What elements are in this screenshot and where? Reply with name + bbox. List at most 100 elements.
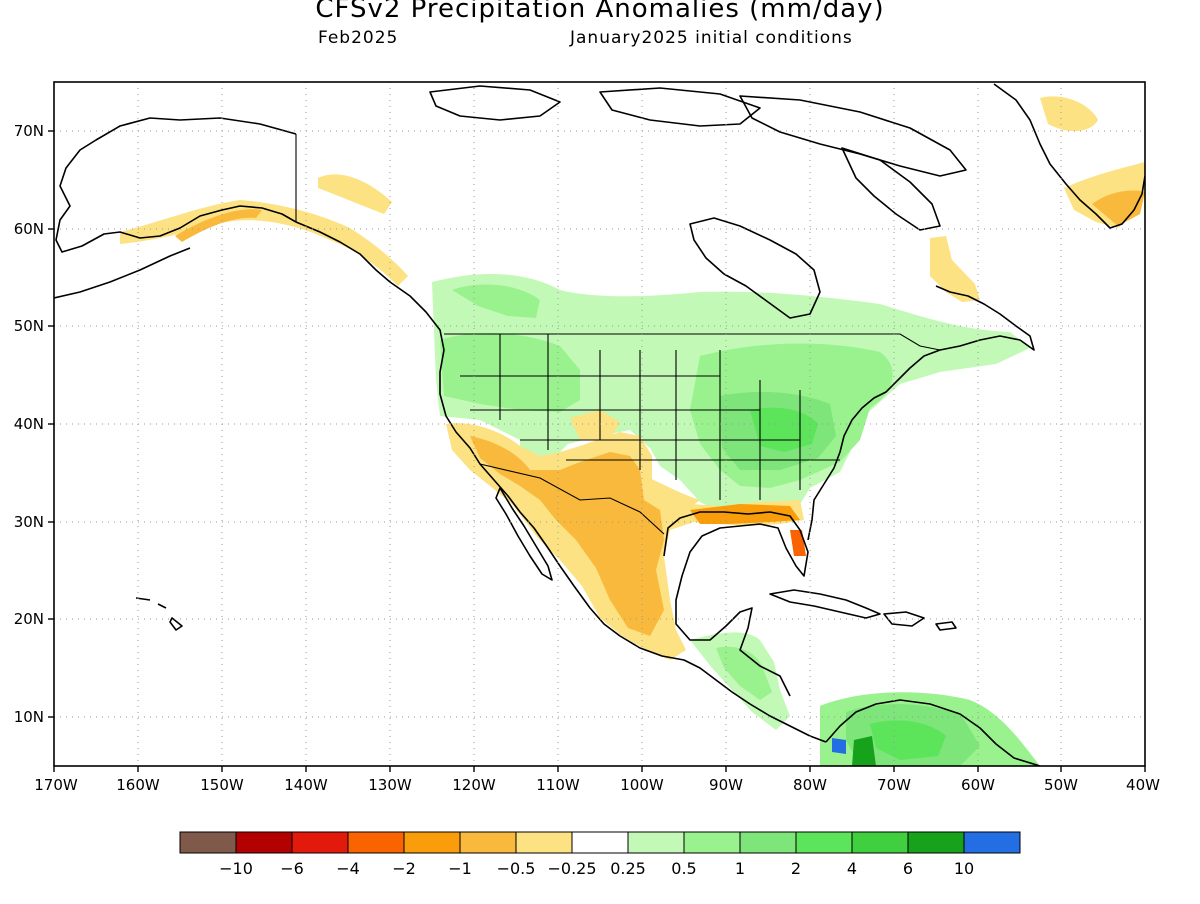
hudson-bay <box>689 217 821 319</box>
wet-appalachian-core <box>750 407 818 452</box>
valid-month-label: Feb2025 <box>318 28 399 48</box>
lat-label: 10N <box>14 708 44 726</box>
legend-swatch <box>851 831 909 854</box>
lon-label: 90W <box>709 776 743 794</box>
dry-southwest-core <box>470 436 664 636</box>
lat-label: 50N <box>14 317 44 335</box>
legend-swatch <box>291 831 349 854</box>
legend-swatches <box>179 831 1021 854</box>
lon-label: 130W <box>368 776 412 794</box>
lon-label: 140W <box>284 776 328 794</box>
lon-label: 120W <box>452 776 496 794</box>
lat-label: 60N <box>14 220 44 238</box>
color-legend: −10 −6 −4 −2 −1 −0.5 −0.25 0.25 0.5 1 2 4 6 10 <box>179 831 1021 878</box>
dry-texas-panhandle <box>640 474 700 508</box>
lon-label: 70W <box>877 776 911 794</box>
legend-label: −0.25 <box>547 859 596 878</box>
legend-label: 1 <box>735 859 745 878</box>
aleutian-chain <box>54 247 191 299</box>
legend-swatch <box>739 831 797 854</box>
legend-label: 0.25 <box>610 859 646 878</box>
dry-yukon <box>318 174 392 214</box>
arctic-islands-2 <box>599 87 761 127</box>
legend-swatch <box>907 831 965 854</box>
legend-swatch <box>795 831 853 854</box>
baffin-island <box>841 147 941 231</box>
coastlines <box>54 83 1145 766</box>
lat-label: 40N <box>14 415 44 433</box>
lat-label: 70N <box>14 122 44 140</box>
legend-label: −1 <box>448 859 472 878</box>
hawaii <box>135 597 183 631</box>
init-conditions-label: January2025 initial conditions <box>570 28 853 48</box>
wet-colombia-peak <box>852 736 876 766</box>
lat-label: 20N <box>14 610 44 628</box>
lon-label: 100W <box>620 776 664 794</box>
legend-labels: −10 −6 −4 −2 −1 −0.5 −0.25 0.25 0.5 1 2 4 6 10 <box>219 859 974 878</box>
legend-label: −2 <box>392 859 416 878</box>
wet-central-america-core <box>716 646 772 700</box>
dry-labrador <box>930 236 980 302</box>
lon-label: 110W <box>536 776 580 794</box>
baja-peninsula <box>495 487 553 581</box>
dry-band-alaska-coast <box>120 200 408 286</box>
legend-swatch <box>683 831 741 854</box>
map-title: CFSv2 Precipitation Anomalies (mm/day) <box>315 0 885 24</box>
lat-lon-grid <box>54 82 1145 766</box>
south-america-coast <box>825 699 1041 766</box>
us-mexico-border <box>479 463 665 535</box>
arctic-islands-1 <box>429 85 561 121</box>
legend-swatch <box>963 831 1021 854</box>
gulf-coast <box>663 511 809 697</box>
legend-swatch <box>627 831 685 854</box>
map-plot-area <box>54 83 1145 766</box>
legend-swatch <box>347 831 405 854</box>
pacific-coast <box>295 221 827 743</box>
lon-label: 40W <box>1126 776 1160 794</box>
dry-greenland-north <box>1040 96 1098 132</box>
legend-label: −4 <box>336 859 360 878</box>
legend-label: 10 <box>954 859 974 878</box>
legend-swatch <box>459 831 517 854</box>
lon-label: 150W <box>200 776 244 794</box>
atlantic-coast <box>807 285 1035 541</box>
legend-swatch <box>515 831 573 854</box>
latitude-labels: 70N 60N 50N 40N 30N 20N 10N <box>14 122 44 726</box>
legend-label: −10 <box>219 859 253 878</box>
legend-label: 6 <box>903 859 913 878</box>
legend-label: 4 <box>847 859 857 878</box>
greenland <box>993 83 1145 229</box>
legend-label: 0.5 <box>671 859 696 878</box>
very-wet-pacific-colombia <box>832 738 846 754</box>
hispaniola <box>883 611 925 627</box>
lon-label: 80W <box>793 776 827 794</box>
lon-label: 50W <box>1044 776 1078 794</box>
state-grid <box>460 334 840 500</box>
longitude-labels: 170W 160W 150W 140W 130W 120W 110W 100W … <box>34 776 1160 794</box>
alaska-coast <box>55 117 297 253</box>
legend-label: 2 <box>791 859 801 878</box>
legend-label: −6 <box>280 859 304 878</box>
dry-core-alaska <box>175 209 262 242</box>
lon-label: 170W <box>34 776 78 794</box>
wet-northwest-mid <box>440 333 580 412</box>
arctic-islands-3 <box>739 95 967 177</box>
wet-colombia-inner <box>870 720 946 760</box>
political-borders <box>295 134 941 535</box>
legend-swatch <box>571 831 629 854</box>
lon-label: 60W <box>961 776 995 794</box>
legend-swatch <box>403 831 461 854</box>
axis-ticks <box>48 130 1146 772</box>
dry-central-plains <box>570 410 620 440</box>
puerto-rico <box>935 621 957 631</box>
lat-label: 30N <box>14 513 44 531</box>
dry-greenland-tip <box>1092 190 1145 226</box>
legend-swatch <box>179 831 237 854</box>
cuba <box>769 589 881 619</box>
dry-florida-spot <box>790 530 806 556</box>
lon-label: 160W <box>116 776 160 794</box>
us-canada-border <box>444 333 941 351</box>
legend-label: −0.5 <box>497 859 536 878</box>
